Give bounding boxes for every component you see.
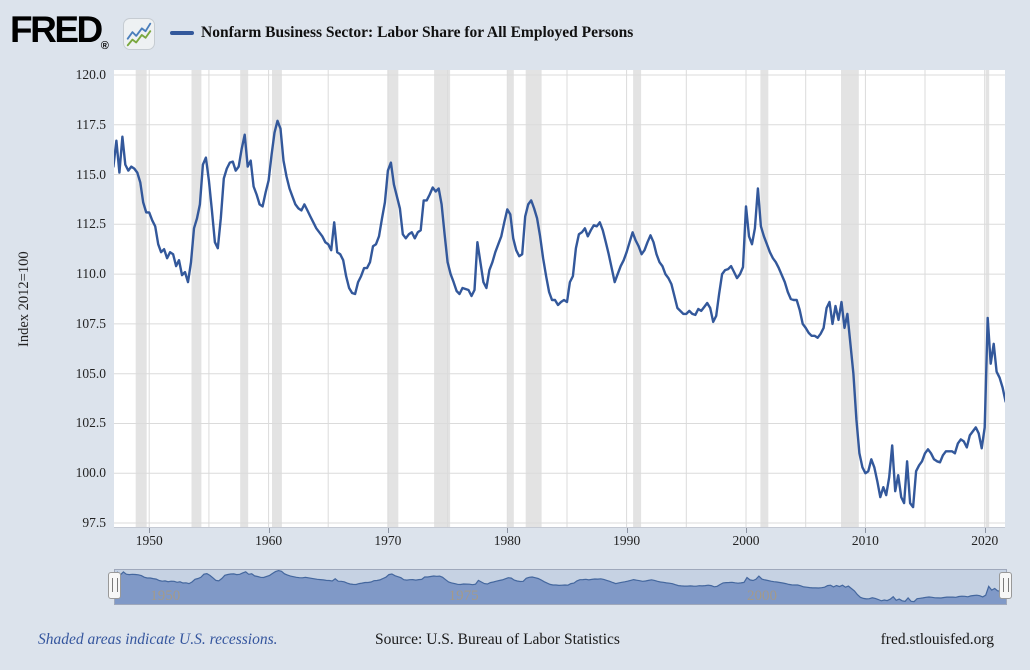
x-tick-label: 1990 <box>613 533 641 548</box>
x-tick-mark <box>268 528 270 533</box>
y-tick-label: 112.5 <box>76 216 106 232</box>
slider-year-label: 1950 <box>150 588 180 604</box>
slider-year-label: 2000 <box>747 588 777 604</box>
x-tick-label: 2010 <box>851 533 879 548</box>
recession-band <box>240 70 249 528</box>
x-tick-label: 1980 <box>493 533 521 548</box>
y-tick-label: 105.0 <box>75 365 106 381</box>
x-tick-mark <box>984 528 986 533</box>
recession-band <box>507 70 514 528</box>
x-tick-mark <box>865 528 867 533</box>
slider-left-handle[interactable] <box>108 572 121 599</box>
y-tick-label: 120.0 <box>75 66 106 82</box>
x-tick-mark <box>745 528 747 533</box>
recession-band <box>387 70 399 528</box>
x-tick-mark <box>626 528 628 533</box>
y-axis-title: Index 2012=100 <box>16 251 32 347</box>
recession-band <box>525 70 542 528</box>
recession-band <box>760 70 769 528</box>
recession-note: Shaded areas indicate U.S. recessions. <box>38 631 278 648</box>
recession-band <box>633 70 642 528</box>
y-tick-label: 97.5 <box>82 515 106 531</box>
recession-band <box>434 70 451 528</box>
slider-area-fill <box>114 570 1007 604</box>
fred-logo: FRED® <box>10 9 109 52</box>
slider-right-handle[interactable] <box>999 572 1012 599</box>
plot-area[interactable] <box>112 70 1007 528</box>
y-tick-label: 117.5 <box>76 116 106 132</box>
recession-band <box>841 70 859 528</box>
x-tick-label: 2000 <box>732 533 760 548</box>
source-label: Source: U.S. Bureau of Labor Statistics <box>375 631 620 648</box>
slider-mini-chart: 1950 1975 2000 <box>114 569 1007 604</box>
labor-share-chart <box>112 70 1007 528</box>
y-tick-label: 100.0 <box>75 465 106 481</box>
x-tick-mark <box>387 528 389 533</box>
recession-band <box>135 70 147 528</box>
x-tick-label: 1970 <box>374 533 402 548</box>
x-tick-mark <box>507 528 509 533</box>
x-tick-label: 1950 <box>135 533 163 548</box>
y-tick-label: 107.5 <box>75 315 106 331</box>
fred-site-label: fred.stlouisfed.org <box>880 631 994 648</box>
y-tick-label: 115.0 <box>76 166 106 182</box>
y-tick-label: 102.5 <box>75 415 106 431</box>
recession-band <box>191 70 202 528</box>
x-tick-mark <box>149 528 151 533</box>
chart-title: Nonfarm Business Sector: Labor Share for… <box>201 24 634 41</box>
recession-band <box>985 70 990 528</box>
x-tick-label: 2020 <box>971 533 999 548</box>
drag-grip-icon <box>1002 578 1009 592</box>
slider-area-line <box>114 569 1007 603</box>
registered-mark-icon: ® <box>100 40 109 52</box>
recession-band <box>272 70 282 528</box>
drag-grip-icon <box>111 578 118 592</box>
slider-year-label: 1975 <box>449 588 479 604</box>
x-tick-label: 1960 <box>255 533 283 548</box>
fred-sparkline-icon <box>123 18 155 50</box>
labor-share-line[interactable] <box>112 119 1007 509</box>
series-legend-swatch <box>170 31 194 35</box>
date-range-slider[interactable]: 1950 1975 2000 <box>114 569 1007 605</box>
y-tick-label: 110.0 <box>76 266 106 282</box>
